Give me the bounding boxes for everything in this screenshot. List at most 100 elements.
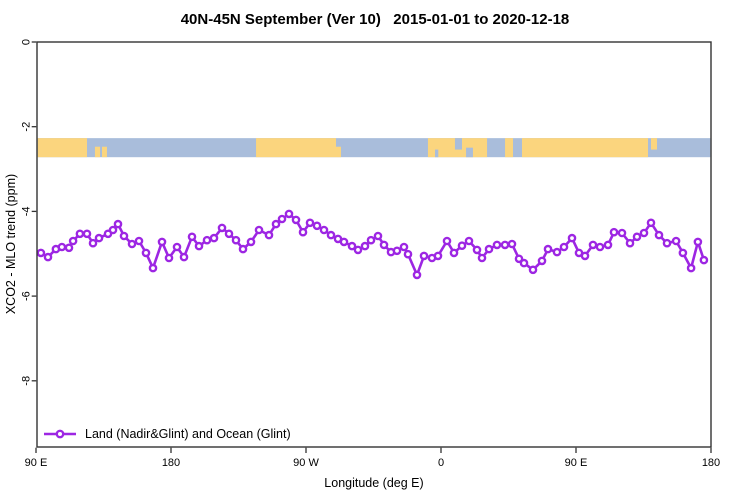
plot-border	[36, 41, 712, 448]
y-axis-ticks: 0 -2 -4 -6 -8	[21, 39, 37, 386]
data-point	[94, 233, 104, 243]
legend-marker-icon	[55, 429, 65, 439]
land-segment	[256, 138, 336, 158]
y-tick-label: -2	[21, 122, 33, 132]
data-point	[172, 242, 182, 252]
data-point	[360, 241, 370, 251]
data-point	[403, 249, 413, 259]
data-point	[567, 233, 577, 243]
data-point	[617, 228, 627, 238]
data-point	[678, 248, 688, 258]
data-point	[654, 230, 664, 240]
data-point	[392, 246, 402, 256]
plot-frame	[36, 41, 712, 448]
chart-title: 40N-45N September (Ver 10) 2015-01-01 to…	[180, 11, 570, 28]
data-point	[305, 218, 315, 228]
data-point	[625, 238, 635, 248]
land-segment	[94, 146, 101, 158]
legend: Land (Nadir&Glint) and Ocean (Glint)	[43, 427, 291, 441]
data-point	[164, 253, 174, 263]
data-point	[519, 258, 529, 268]
data-point	[127, 239, 137, 249]
data-point	[82, 229, 92, 239]
x-tick-label: 180	[162, 457, 180, 469]
y-tick-label: 0	[21, 39, 33, 45]
data-point	[492, 240, 502, 250]
data-point	[686, 263, 696, 273]
data-point	[699, 255, 709, 265]
data-point	[264, 230, 274, 240]
data-point	[36, 248, 46, 258]
x-tick-label: 180	[702, 457, 720, 469]
data-point	[326, 230, 336, 240]
data-point	[75, 229, 85, 239]
data-point	[254, 225, 264, 235]
data-point	[64, 243, 74, 253]
data-point	[277, 214, 287, 224]
data-point	[224, 229, 234, 239]
data-point	[514, 254, 524, 264]
data-point	[366, 235, 376, 245]
data-point	[603, 240, 613, 250]
land-segment	[522, 138, 648, 158]
x-tick-label: 90 W	[293, 457, 319, 469]
data-point	[298, 227, 308, 237]
data-point	[209, 233, 219, 243]
x-axis-ticks: 90 E 180 90 W 0 90 E 180	[25, 447, 720, 469]
data-point	[57, 242, 67, 252]
data-point	[217, 223, 227, 233]
data-point	[528, 265, 538, 275]
data-point	[113, 219, 123, 229]
sea-overlay	[435, 149, 439, 158]
data-point	[671, 236, 681, 246]
y-tick-label: -8	[21, 376, 33, 386]
data-point	[537, 256, 547, 266]
data-point	[484, 244, 494, 254]
data-point	[271, 219, 281, 229]
data-point	[319, 225, 329, 235]
data-point	[559, 242, 569, 252]
land-segment	[505, 138, 513, 158]
data-point	[202, 235, 212, 245]
y-tick-label: -4	[21, 207, 33, 217]
data-point	[339, 237, 349, 247]
y-axis-title: XCO2 - MLO trend (ppm)	[4, 173, 18, 315]
y-tick-label: -6	[21, 291, 33, 301]
x-tick-label: 90 E	[25, 457, 48, 469]
data-point	[399, 242, 409, 252]
data-point	[464, 236, 474, 246]
data-point	[477, 253, 487, 263]
data-point	[353, 245, 363, 255]
land-segment	[651, 138, 657, 150]
data-point	[639, 228, 649, 238]
data-point	[457, 241, 467, 250]
land-ocean-map-strip	[37, 138, 711, 158]
data-point	[238, 244, 248, 254]
data-point	[179, 252, 189, 262]
data-point	[88, 238, 98, 248]
data-point	[500, 240, 510, 250]
data-point	[148, 263, 158, 273]
data-point	[442, 236, 452, 246]
data-point	[595, 242, 605, 252]
legend-label: Land (Nadir&Glint) and Ocean (Glint)	[85, 427, 291, 441]
data-point	[646, 218, 656, 228]
data-point	[246, 237, 256, 247]
data-point	[609, 227, 619, 237]
data-point	[433, 251, 443, 261]
data-point	[291, 215, 301, 225]
x-axis-title: Longitude (deg E)	[324, 476, 424, 490]
data-point	[588, 240, 598, 250]
data-point	[507, 239, 517, 249]
data-point	[68, 236, 78, 246]
data-point	[580, 251, 590, 261]
data-point	[662, 238, 672, 248]
data-point	[43, 252, 53, 262]
data-point	[552, 247, 562, 257]
data-point	[693, 237, 703, 247]
data-point	[134, 236, 144, 246]
data-series	[36, 209, 709, 280]
data-point	[108, 225, 118, 235]
